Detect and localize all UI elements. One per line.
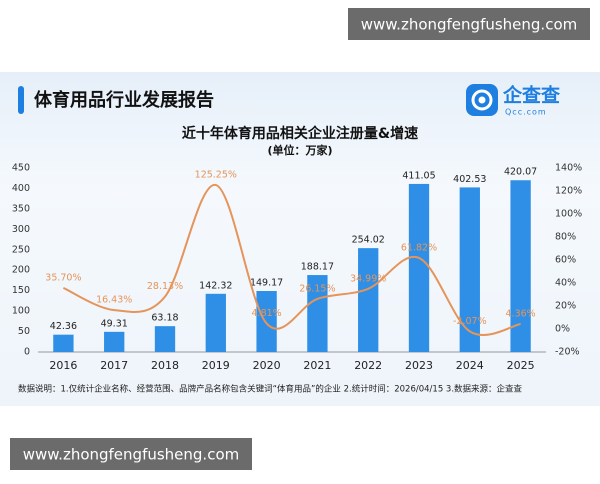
y-tick-label: 100 xyxy=(12,306,30,317)
y2-tick-label: 0% xyxy=(555,324,570,335)
x-tick-label: 2020 xyxy=(253,359,281,372)
x-tick-label: 2016 xyxy=(49,359,77,372)
line-label: 26.15% xyxy=(299,283,335,294)
watermark: www.zhongfengfusheng.com xyxy=(23,446,240,464)
bar-label: 142.32 xyxy=(199,280,232,291)
y-tick-label: 350 xyxy=(12,203,30,214)
y2-tick-label: 60% xyxy=(555,255,576,266)
x-tick-label: 2023 xyxy=(405,359,433,372)
bar-label: 420.07 xyxy=(504,167,537,178)
line-label: 4.36% xyxy=(506,308,536,319)
chart-subtitle: (单位：万家) xyxy=(267,143,332,157)
panel xyxy=(0,72,600,406)
logo-ring xyxy=(471,89,493,111)
x-tick-label: 2017 xyxy=(100,359,128,372)
bar-label: 42.36 xyxy=(50,321,77,332)
logo-name: 企查查 xyxy=(502,84,561,107)
bar xyxy=(358,248,379,352)
line-label: 16.43% xyxy=(96,295,132,306)
y2-tick-label: -20% xyxy=(555,347,580,358)
y-tick-label: 200 xyxy=(12,265,30,276)
x-tick-label: 2024 xyxy=(456,359,484,372)
y-tick-label: 250 xyxy=(12,244,30,255)
line xyxy=(62,183,521,337)
line-label: -2.07% xyxy=(453,316,487,327)
x-tick-label: 2019 xyxy=(202,359,230,372)
bar xyxy=(510,180,531,352)
bar xyxy=(154,326,176,352)
line-label: 34.99% xyxy=(350,273,386,284)
line-label: 35.70% xyxy=(45,272,81,283)
x-tick-label: 2021 xyxy=(303,359,331,372)
line-label: 4.81% xyxy=(252,308,282,319)
line-label: 28.13% xyxy=(147,281,183,292)
header-title: 体育用品行业发展报告 xyxy=(34,89,214,111)
logo-dot xyxy=(478,96,486,104)
bar-label: 188.17 xyxy=(301,262,334,273)
chart-title: 近十年体育用品相关企业注册量&增速 xyxy=(182,125,418,142)
y-tick-label: 400 xyxy=(12,183,30,194)
y-tick-label: 0 xyxy=(24,347,30,358)
bar-label: 149.17 xyxy=(250,278,283,289)
y-tick-label: 450 xyxy=(12,163,30,174)
bar-label: 49.31 xyxy=(101,318,128,329)
y2-tick-label: 80% xyxy=(555,232,576,243)
bar xyxy=(307,275,328,352)
y-tick-label: 300 xyxy=(12,224,30,235)
watermark-box xyxy=(10,438,252,470)
bar-label: 63.18 xyxy=(151,313,178,324)
y2-tick-label: 120% xyxy=(555,186,582,197)
y2-tick-label: 100% xyxy=(555,209,582,220)
x-tick-label: 2025 xyxy=(507,359,535,372)
bar xyxy=(53,334,74,352)
bar xyxy=(256,291,277,352)
y-tick-label: 150 xyxy=(12,285,30,296)
watermark-box xyxy=(348,8,590,40)
line-label: 61.82% xyxy=(401,242,437,253)
y2-tick-label: 140% xyxy=(555,163,582,174)
x-tick-label: 2018 xyxy=(151,359,179,372)
note: 数据说明：1.仅统计企业名称、经营范围、品牌产品名称包含关键词“体育用品”的企业… xyxy=(18,384,523,395)
bar xyxy=(205,293,226,352)
x-tick-label: 2022 xyxy=(354,359,382,372)
bar-label: 254.02 xyxy=(352,235,385,246)
y-tick-label: 50 xyxy=(18,326,30,337)
line-label: 125.25% xyxy=(195,169,237,180)
watermark: www.zhongfengfusheng.com xyxy=(361,16,578,34)
bar xyxy=(104,331,125,352)
logo-domain: Qcc.com xyxy=(505,108,547,117)
bar-label: 411.05 xyxy=(402,170,435,181)
y2-tick-label: 20% xyxy=(555,301,576,312)
bar xyxy=(459,187,480,352)
bar-label: 402.53 xyxy=(453,174,486,185)
title-bar xyxy=(18,86,24,114)
bar xyxy=(408,183,430,352)
y2-tick-label: 40% xyxy=(555,278,576,289)
